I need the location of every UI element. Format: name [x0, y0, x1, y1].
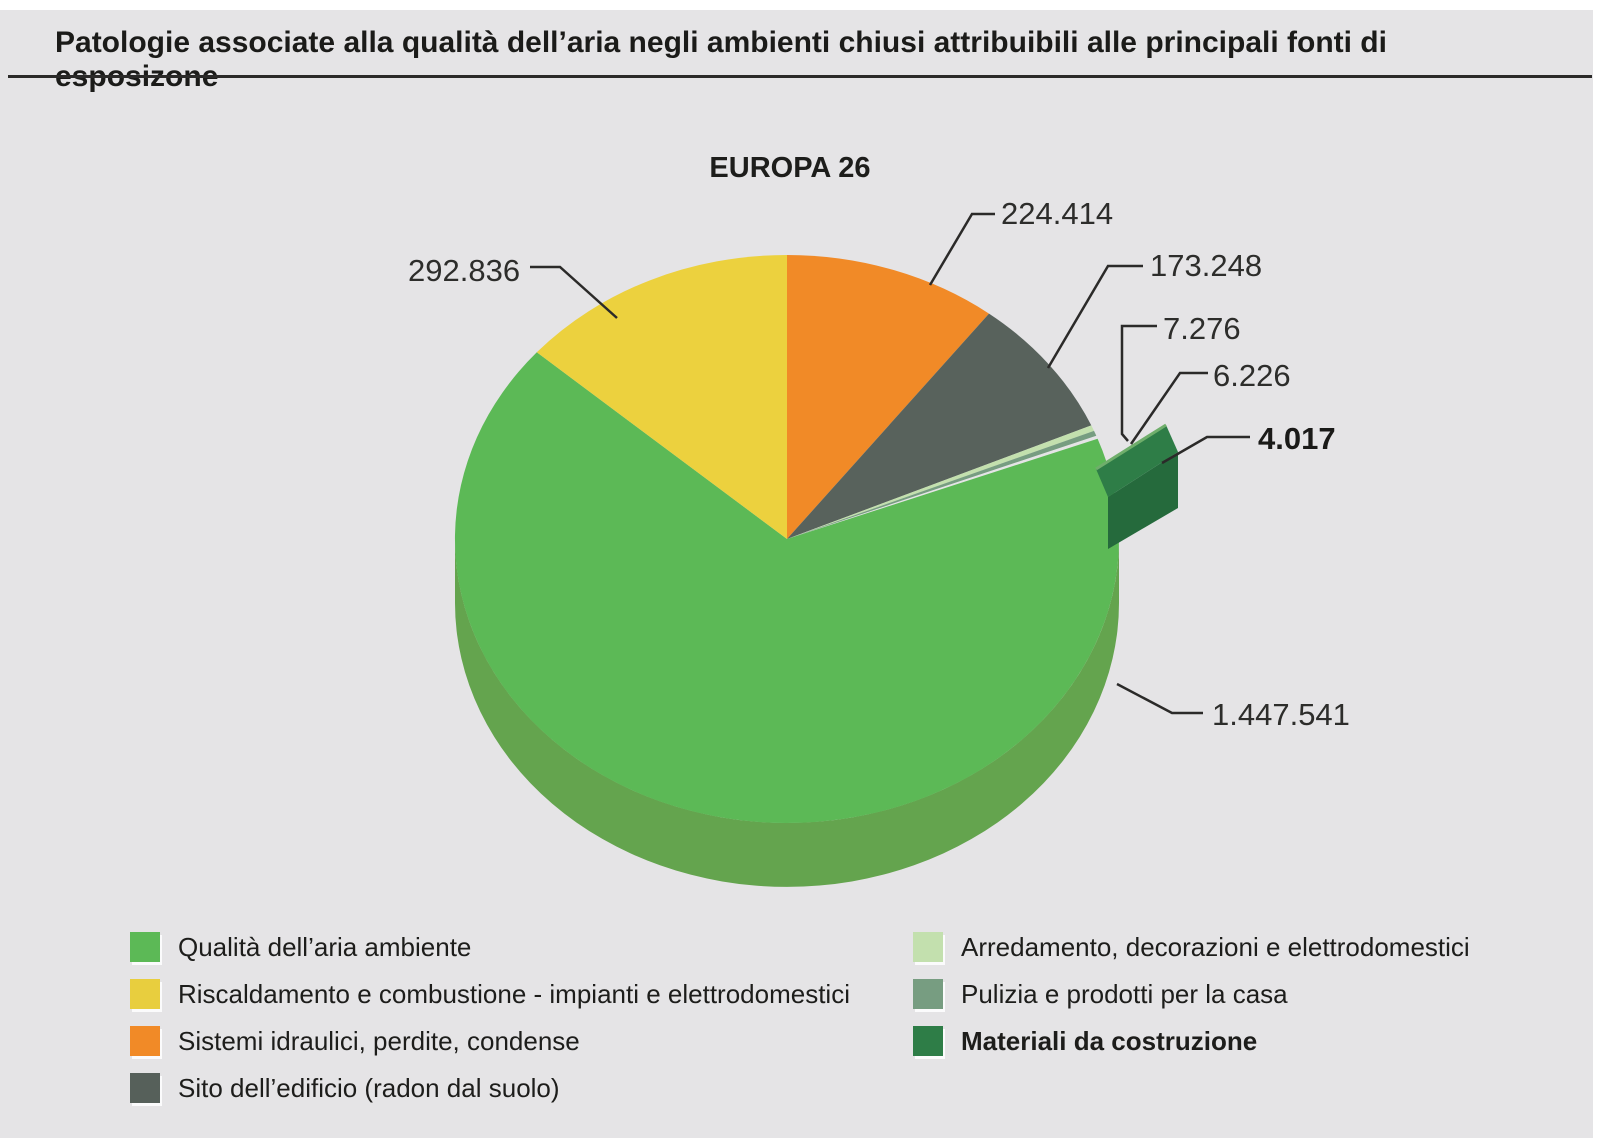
- legend-swatch-sito-edificio: [130, 1073, 160, 1103]
- legend-swatch-pulizia: [913, 979, 943, 1009]
- pie-slice-sito-edificio: [787, 313, 1092, 539]
- value-label-materiali-costruzione: 4.017: [1258, 421, 1336, 456]
- legend-label: Qualità dell’aria ambiente: [178, 931, 472, 962]
- value-label-sito-edificio: 173.248: [1150, 248, 1263, 283]
- pie-slice-arredamento: [787, 425, 1094, 539]
- callout-line-pulizia: [1129, 371, 1208, 445]
- page-title: Patologie associate alla qualità dell’ar…: [55, 26, 1387, 93]
- legend-item-riscaldamento: Riscaldamento e combustione - impianti e…: [130, 979, 850, 1009]
- pie-slice-materiali-costruzione-side: [1108, 452, 1178, 549]
- legend-item-materiali-costruzione: Materiali da costruzione: [913, 1026, 1257, 1056]
- legend-label: Sito dell’edificio (radon dal suolo): [178, 1072, 560, 1103]
- title-divider: [8, 75, 1592, 78]
- legend-swatch-materiali-costruzione: [913, 1026, 943, 1056]
- legend-item-qualita-aria: Qualità dell’aria ambiente: [130, 932, 471, 962]
- callout-line-sito-edificio: [1046, 264, 1143, 369]
- legend-item-sistemi-idraulici: Sistemi idraulici, perdite, condense: [130, 1026, 580, 1056]
- callout-line-materiali-costruzione: [1161, 435, 1250, 465]
- callout-line-qualita-aria: [1116, 682, 1203, 715]
- pie-slice-sistemi-idraulici: [787, 254, 989, 539]
- legend-swatch-sistemi-idraulici: [130, 1026, 160, 1056]
- pie-slice-materiali-costruzione-highlight: [1095, 423, 1167, 471]
- legend-swatch-riscaldamento: [130, 979, 160, 1009]
- chart-title: EUROPA 26: [709, 152, 871, 184]
- legend-swatch-qualita-aria: [130, 932, 160, 962]
- value-label-riscaldamento: 292.836: [408, 253, 521, 288]
- legend-label: Arredamento, decorazioni e elettrodomest…: [961, 931, 1470, 962]
- callout-line-sistemi-idraulici: [928, 212, 995, 286]
- callout-line-riscaldamento: [530, 265, 618, 319]
- pie-slice-pulizia: [787, 430, 1097, 539]
- callout-line-arredamento: [1120, 324, 1157, 442]
- legend-label: Riscaldamento e combustione - impianti e…: [178, 978, 850, 1009]
- value-label-sistemi-idraulici: 224.414: [1001, 196, 1114, 231]
- value-label-arredamento: 7.276: [1163, 311, 1241, 346]
- legend-label: Sistemi idraulici, perdite, condense: [178, 1025, 580, 1056]
- pie-side-wall: [455, 539, 1119, 887]
- value-label-qualita-aria: 1.447.541: [1212, 697, 1350, 732]
- legend-label: Materiali da costruzione: [961, 1025, 1258, 1056]
- legend-swatch-arredamento: [913, 932, 943, 962]
- pie-slice-riscaldamento: [536, 254, 787, 539]
- pie-slice-materiali-costruzione: [1096, 425, 1178, 497]
- legend-item-sito-edificio: Sito dell’edificio (radon dal suolo): [130, 1073, 560, 1103]
- legend-item-pulizia: Pulizia e prodotti per la casa: [913, 979, 1288, 1009]
- legend-item-arredamento: Arredamento, decorazioni e elettrodomest…: [913, 932, 1470, 962]
- legend-label: Pulizia e prodotti per la casa: [961, 978, 1288, 1009]
- value-label-pulizia: 6.226: [1213, 358, 1291, 393]
- pie-slice-qualita-aria: [454, 352, 1119, 824]
